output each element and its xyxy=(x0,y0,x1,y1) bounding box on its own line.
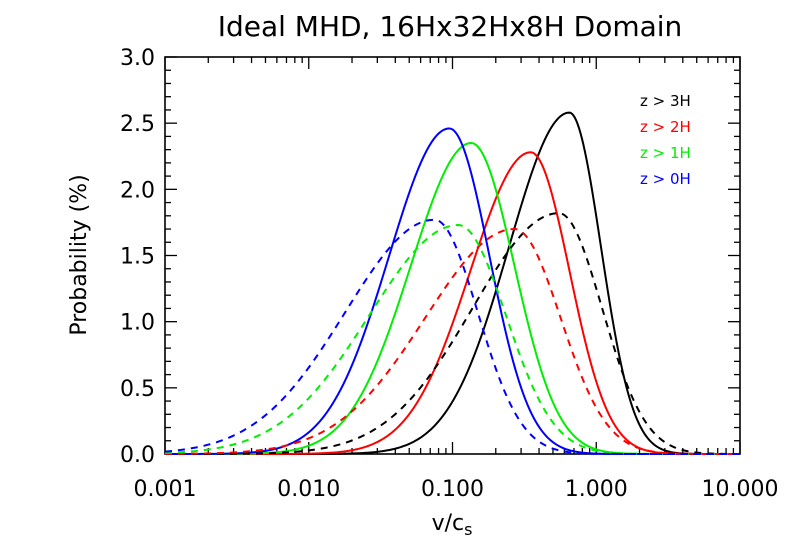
legend: z > 3H z > 2H z > 1H z > 0H xyxy=(640,92,691,188)
x-tick-label: 10.000 xyxy=(702,477,779,502)
series-line-dashed xyxy=(164,228,740,455)
x-tick-label: 0.001 xyxy=(134,477,197,502)
axis-ticks xyxy=(164,56,741,455)
y-tick-label: 2.0 xyxy=(120,178,155,203)
x-tick-label: 1.000 xyxy=(565,477,628,502)
legend-label: z > 0H xyxy=(640,170,691,188)
x-tick-label: 0.010 xyxy=(277,477,340,502)
y-tick-label: 0.5 xyxy=(120,377,155,402)
chart-title: Ideal MHD, 16Hx32Hx8H Domain xyxy=(218,10,683,43)
y-axis-label: Probability (%) xyxy=(67,174,92,335)
x-axis-label-subscript: s xyxy=(464,520,472,539)
plot-frame xyxy=(164,56,741,455)
y-tick-label: 1.0 xyxy=(120,311,155,336)
y-tick-label: 3.0 xyxy=(120,46,155,71)
series-line-solid xyxy=(165,111,740,455)
series-line-solid xyxy=(165,151,740,455)
x-axis-label: v/cs xyxy=(432,511,473,539)
series-line-dashed xyxy=(164,224,740,455)
x-tick-label: 0.100 xyxy=(421,477,484,502)
series-curves xyxy=(164,111,740,455)
series-line-dashed xyxy=(164,218,740,455)
series-line-dashed xyxy=(165,212,740,455)
x-axis-label-main: v/c xyxy=(432,511,465,536)
y-tick-label: 1.5 xyxy=(120,245,155,270)
legend-label: z > 1H xyxy=(640,144,691,162)
y-tick-label: 2.5 xyxy=(120,112,155,137)
legend-label: z > 2H xyxy=(640,118,691,136)
y-tick-label: 0.0 xyxy=(120,443,155,468)
legend-label: z > 3H xyxy=(640,92,691,110)
series-line-solid xyxy=(165,142,740,455)
